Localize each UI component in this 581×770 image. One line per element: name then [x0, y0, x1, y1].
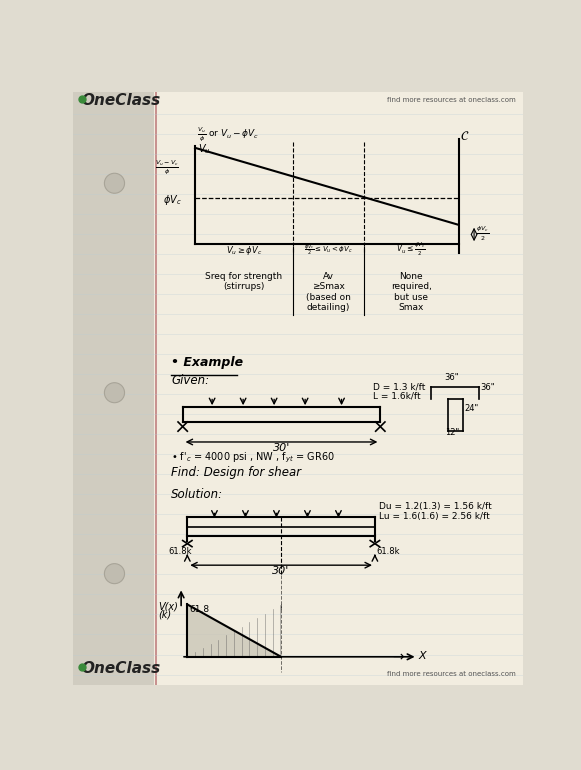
Text: Given:: Given: — [171, 374, 209, 387]
Text: (k): (k) — [158, 610, 171, 620]
Text: Av
≥Smax
(based on
detailing): Av ≥Smax (based on detailing) — [306, 272, 350, 312]
Text: 61.8k: 61.8k — [376, 547, 400, 557]
Text: L = 1.6k/ft: L = 1.6k/ft — [372, 391, 420, 400]
Text: OneClass: OneClass — [82, 661, 161, 676]
Text: 12": 12" — [444, 428, 459, 437]
Text: Lu = 1.6(1.6) = 2.56 k/ft: Lu = 1.6(1.6) = 2.56 k/ft — [379, 512, 490, 521]
Text: None
required,
but use
Smax: None required, but use Smax — [390, 272, 432, 312]
Circle shape — [105, 564, 124, 584]
Text: $\frac{V_u}{\phi}$ or $V_u-\phi V_c$: $\frac{V_u}{\phi}$ or $V_u-\phi V_c$ — [198, 126, 260, 144]
Polygon shape — [187, 604, 281, 657]
Text: Sreq for strength
(stirrups): Sreq for strength (stirrups) — [205, 272, 282, 291]
Circle shape — [105, 383, 124, 403]
Text: find more resources at oneclass.com: find more resources at oneclass.com — [387, 671, 516, 677]
Text: • f'$_c$ = 4000 psi , NW , f$_{yt}$ = GR60: • f'$_c$ = 4000 psi , NW , f$_{yt}$ = GR… — [171, 451, 335, 465]
Text: X: X — [418, 651, 426, 661]
Text: 30': 30' — [273, 444, 290, 454]
Text: OneClass: OneClass — [82, 92, 161, 108]
Text: $\rightarrow$: $\rightarrow$ — [390, 650, 406, 664]
Text: 61.8k: 61.8k — [168, 547, 192, 557]
Text: Du = 1.2(1.3) = 1.56 k/ft: Du = 1.2(1.3) = 1.56 k/ft — [379, 502, 492, 511]
Text: $V_u \leq \frac{\phi V_c}{2}$: $V_u \leq \frac{\phi V_c}{2}$ — [396, 241, 426, 259]
Text: $\mathcal{C}$: $\mathcal{C}$ — [460, 130, 469, 143]
Text: 36": 36" — [480, 383, 495, 393]
Bar — [73, 92, 154, 685]
Circle shape — [105, 173, 124, 193]
Text: $V_u \geq \phi V_c$: $V_u \geq \phi V_c$ — [225, 243, 262, 256]
Text: $V_u$: $V_u$ — [198, 142, 211, 156]
Text: V(x): V(x) — [158, 601, 178, 611]
Text: Find: Design for shear: Find: Design for shear — [171, 466, 301, 479]
Text: find more resources at oneclass.com: find more resources at oneclass.com — [387, 97, 516, 102]
Text: 61.8: 61.8 — [189, 605, 210, 614]
Text: 36": 36" — [444, 373, 459, 382]
Text: D = 1.3 k/ft: D = 1.3 k/ft — [372, 383, 425, 392]
Text: $\frac{\phi V_c}{2} \leq V_u < \phi V_c$: $\frac{\phi V_c}{2} \leq V_u < \phi V_c$ — [304, 243, 353, 258]
Text: 24": 24" — [465, 404, 479, 413]
Text: • Example: • Example — [171, 356, 243, 369]
Bar — [154, 92, 523, 685]
Text: 30': 30' — [272, 566, 290, 576]
Text: Solution:: Solution: — [171, 488, 223, 501]
Text: $\phi V_c$: $\phi V_c$ — [163, 192, 181, 206]
Text: $\frac{V_u-V_c}{\phi}$: $\frac{V_u-V_c}{\phi}$ — [155, 159, 179, 177]
Text: $\frac{\phi V_c}{2}$: $\frac{\phi V_c}{2}$ — [476, 226, 489, 243]
